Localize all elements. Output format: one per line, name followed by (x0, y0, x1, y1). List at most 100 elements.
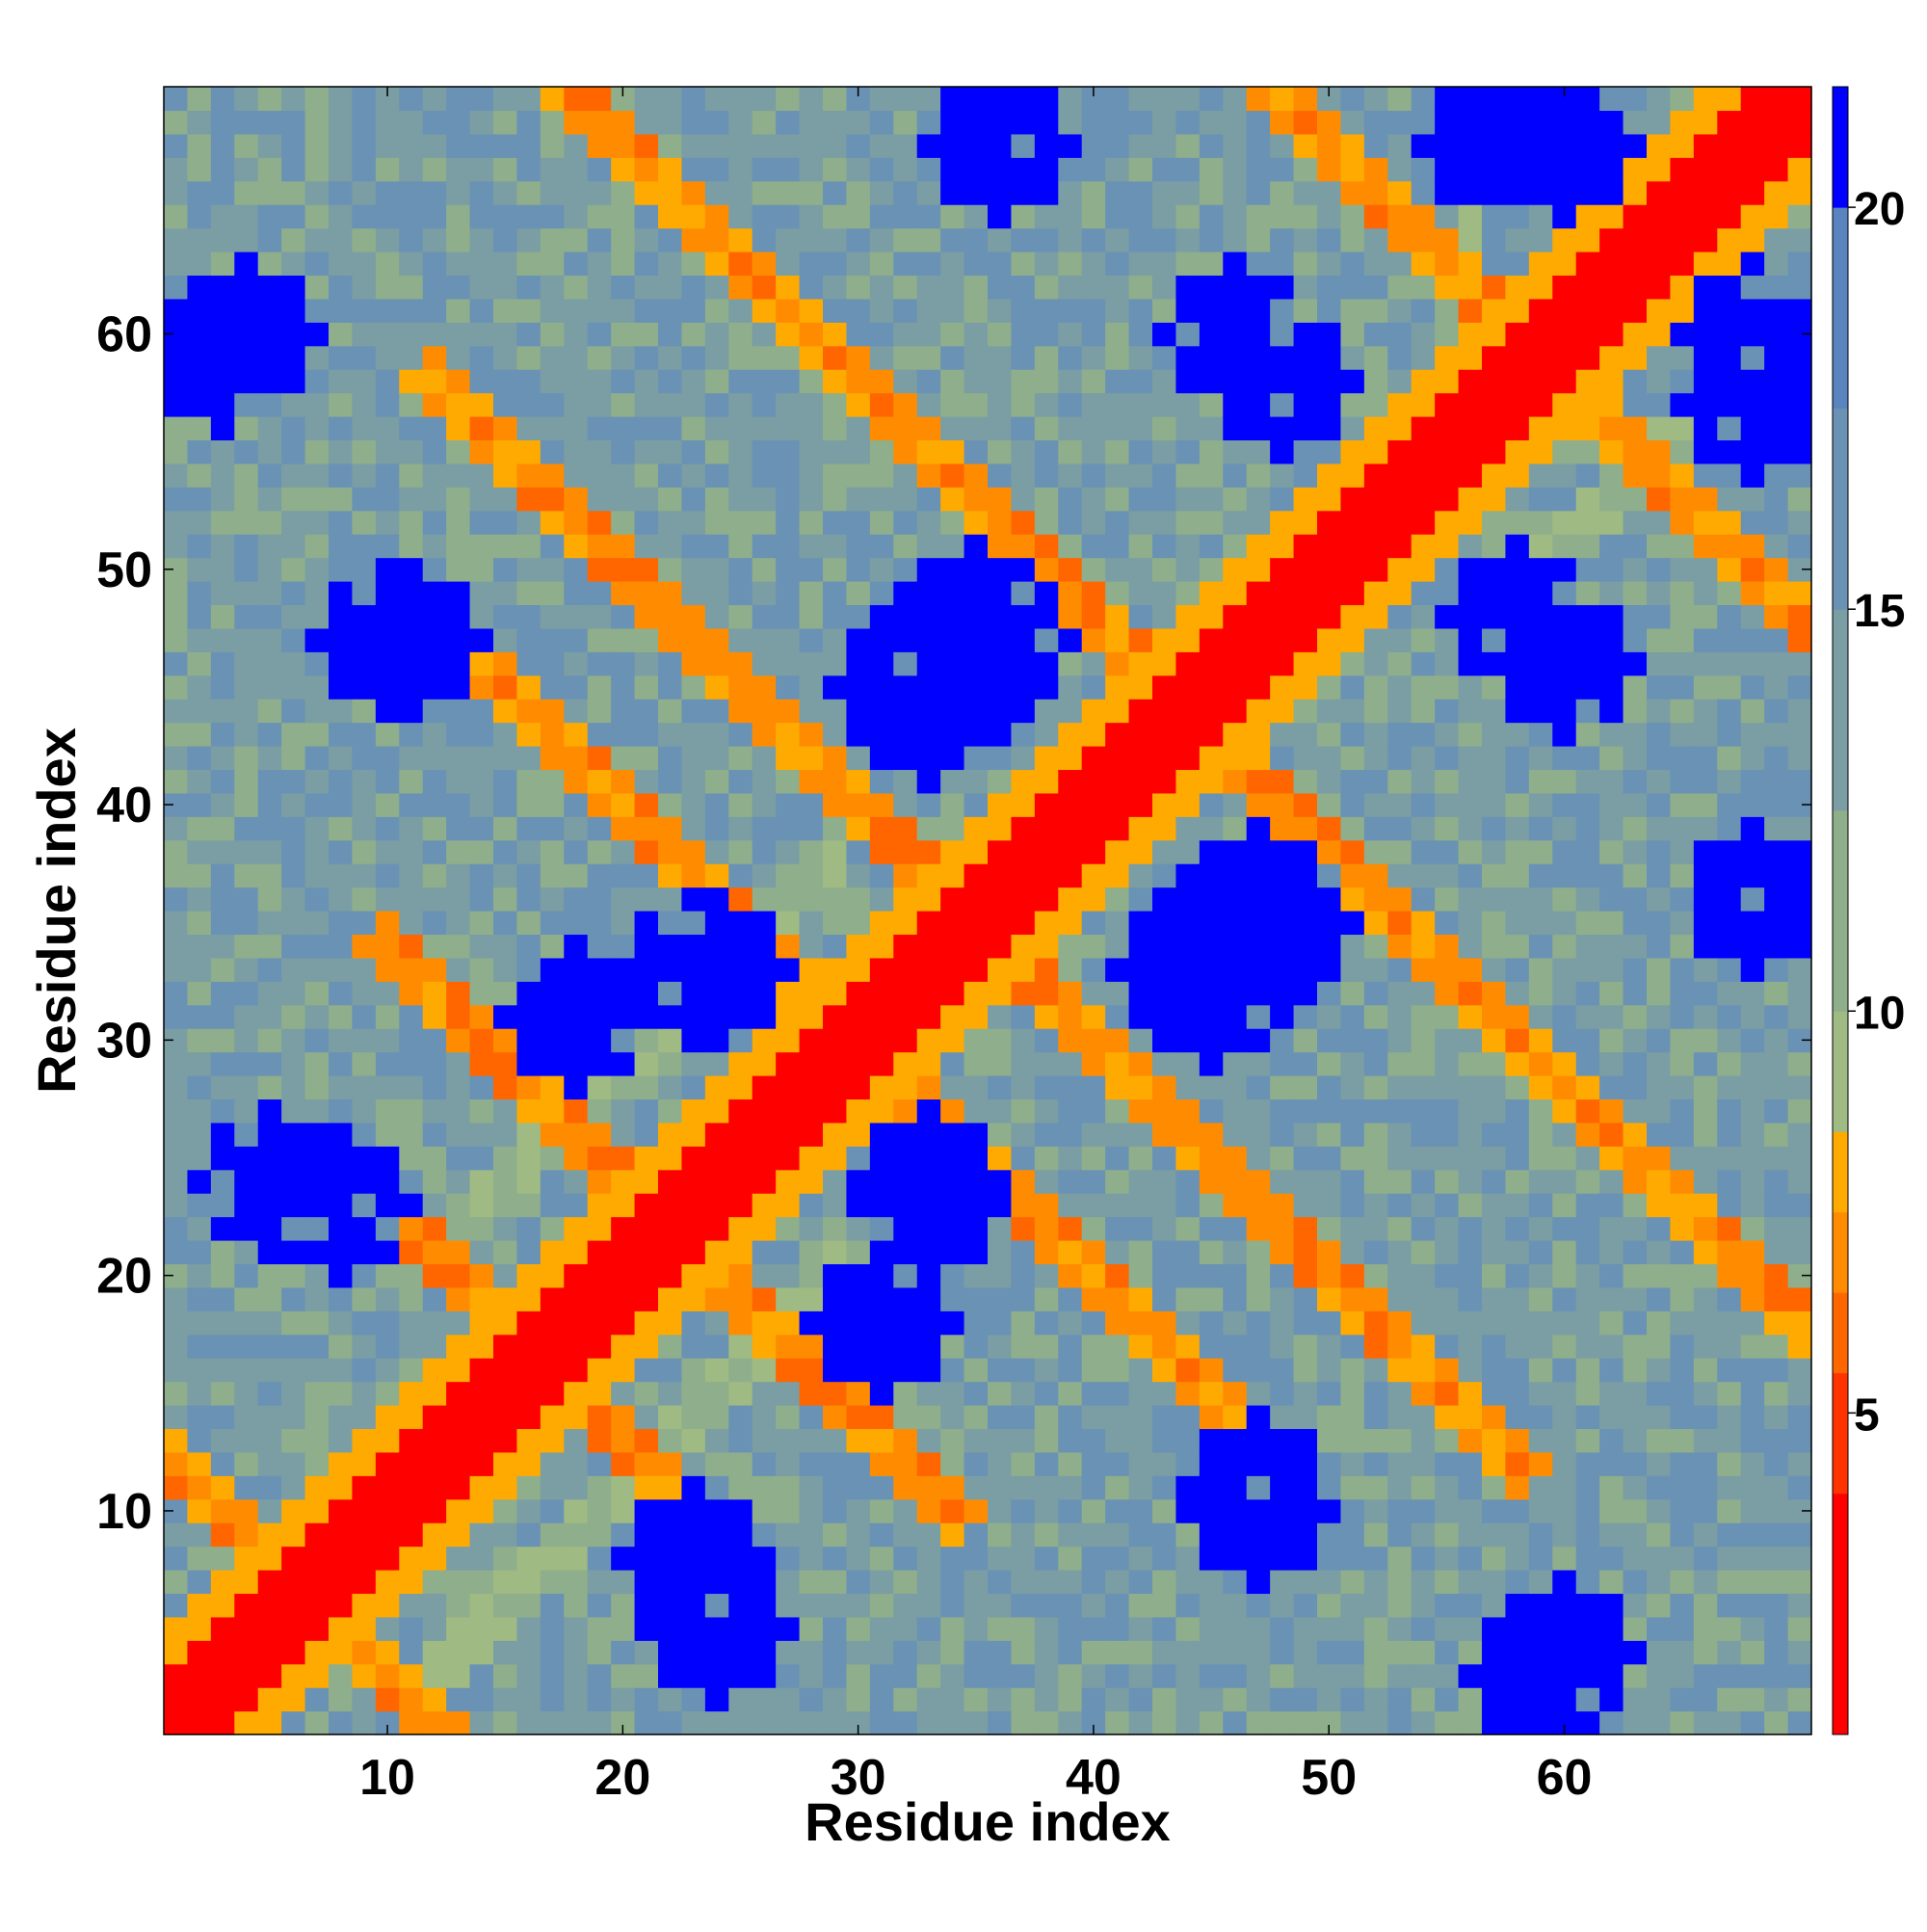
heatmap-cell (564, 275, 589, 300)
heatmap-cell (1363, 581, 1388, 606)
heatmap-cell (1081, 180, 1106, 205)
heatmap-cell (399, 1381, 424, 1406)
heatmap-cell (375, 416, 400, 441)
heatmap-cell (1340, 1428, 1365, 1453)
heatmap-cell (564, 581, 589, 606)
heatmap-cell (1387, 957, 1412, 982)
heatmap-cell (1223, 298, 1248, 323)
heatmap-cell (1387, 627, 1412, 652)
heatmap-cell (422, 463, 447, 488)
heatmap-cell (422, 1498, 447, 1523)
heatmap-cell (1599, 1405, 1624, 1430)
heatmap-cell (964, 1710, 989, 1735)
heatmap-cell (1081, 1216, 1106, 1241)
heatmap-cell (1128, 863, 1153, 888)
heatmap-cell (516, 981, 541, 1006)
heatmap-cell (1246, 863, 1271, 888)
heatmap-cell (1175, 957, 1201, 982)
heatmap-cell (469, 1098, 494, 1124)
heatmap-cell (776, 1146, 801, 1171)
heatmap-cell (257, 157, 282, 182)
heatmap-cell (681, 227, 706, 252)
heatmap-cell (846, 1381, 871, 1406)
heatmap-cell (940, 887, 965, 912)
heatmap-cell (1034, 604, 1059, 629)
heatmap-cell (587, 1169, 612, 1194)
heatmap-cell (1058, 1075, 1083, 1100)
heatmap-cell (846, 204, 871, 229)
heatmap-cell (1552, 1122, 1577, 1147)
heatmap-cell (869, 1710, 894, 1735)
heatmap-cell (1317, 1051, 1342, 1076)
heatmap-cell (1128, 534, 1153, 559)
heatmap-cell (823, 1451, 848, 1476)
heatmap-cell (940, 510, 965, 535)
heatmap-cell (540, 1146, 565, 1171)
heatmap-cell (1575, 1051, 1600, 1076)
heatmap-cell (1717, 746, 1742, 771)
heatmap-cell (352, 534, 377, 559)
heatmap-cell (869, 1428, 894, 1453)
heatmap-cell (964, 1663, 989, 1688)
heatmap-cell (940, 1263, 965, 1288)
heatmap-cell (375, 1075, 400, 1100)
heatmap-cell (516, 627, 541, 652)
heatmap-cell (234, 769, 259, 794)
heatmap-cell (1528, 87, 1553, 112)
heatmap-cell (704, 1663, 729, 1688)
heatmap-cell (1552, 792, 1577, 817)
heatmap-cell (1246, 1310, 1271, 1336)
heatmap-cell (1105, 157, 1130, 182)
heatmap-cell (823, 345, 848, 370)
heatmap-cell (611, 1358, 636, 1383)
heatmap-cell (752, 1640, 777, 1665)
heatmap-cell (469, 322, 494, 347)
heatmap-cell (869, 87, 894, 112)
heatmap-cell (1387, 1216, 1412, 1241)
heatmap-cell (1575, 911, 1600, 936)
heatmap-cell (1693, 1616, 1718, 1641)
heatmap-cell (1693, 1263, 1718, 1288)
heatmap-cell (846, 251, 871, 277)
heatmap-cell (728, 863, 753, 888)
heatmap-cell (893, 463, 918, 488)
heatmap-cell (1693, 157, 1718, 182)
heatmap-cell (1340, 863, 1365, 888)
heatmap-cell (658, 722, 683, 747)
heatmap-cell (352, 957, 377, 982)
heatmap-cell (1317, 651, 1342, 676)
heatmap-cell (516, 1593, 541, 1618)
heatmap-cell (1764, 534, 1789, 559)
heatmap-cell (1599, 1004, 1624, 1029)
heatmap-cell (1293, 1240, 1318, 1265)
heatmap-cell (776, 1570, 801, 1595)
heatmap-cell (916, 1475, 941, 1500)
heatmap-cell (1152, 1075, 1177, 1100)
heatmap-cell (399, 1286, 424, 1311)
heatmap-cell (704, 157, 729, 182)
heatmap-cell (611, 1146, 636, 1171)
heatmap-cell (375, 581, 400, 606)
heatmap-cell (1199, 180, 1224, 205)
heatmap-cell (257, 1405, 282, 1430)
heatmap-cell (752, 322, 777, 347)
heatmap-cell (846, 1334, 871, 1359)
heatmap-cell (1435, 722, 1460, 747)
heatmap-cell (304, 534, 330, 559)
heatmap-cell (210, 1475, 235, 1500)
heatmap-cell (1152, 1193, 1177, 1218)
heatmap-cell (281, 1546, 306, 1571)
heatmap-cell (1505, 487, 1530, 512)
heatmap-cell (1081, 1405, 1106, 1430)
heatmap-cell (422, 604, 447, 629)
heatmap-cell (1411, 1570, 1436, 1595)
heatmap-cell (587, 1358, 612, 1383)
heatmap-cell (752, 157, 777, 182)
heatmap-cell (1787, 251, 1812, 277)
heatmap-cell (823, 981, 848, 1006)
heatmap-cell (1293, 1593, 1318, 1618)
heatmap-cell (823, 604, 848, 629)
heatmap-cell (1528, 1286, 1553, 1311)
heatmap-cell (1081, 957, 1106, 982)
heatmap-cell (1647, 1098, 1672, 1124)
